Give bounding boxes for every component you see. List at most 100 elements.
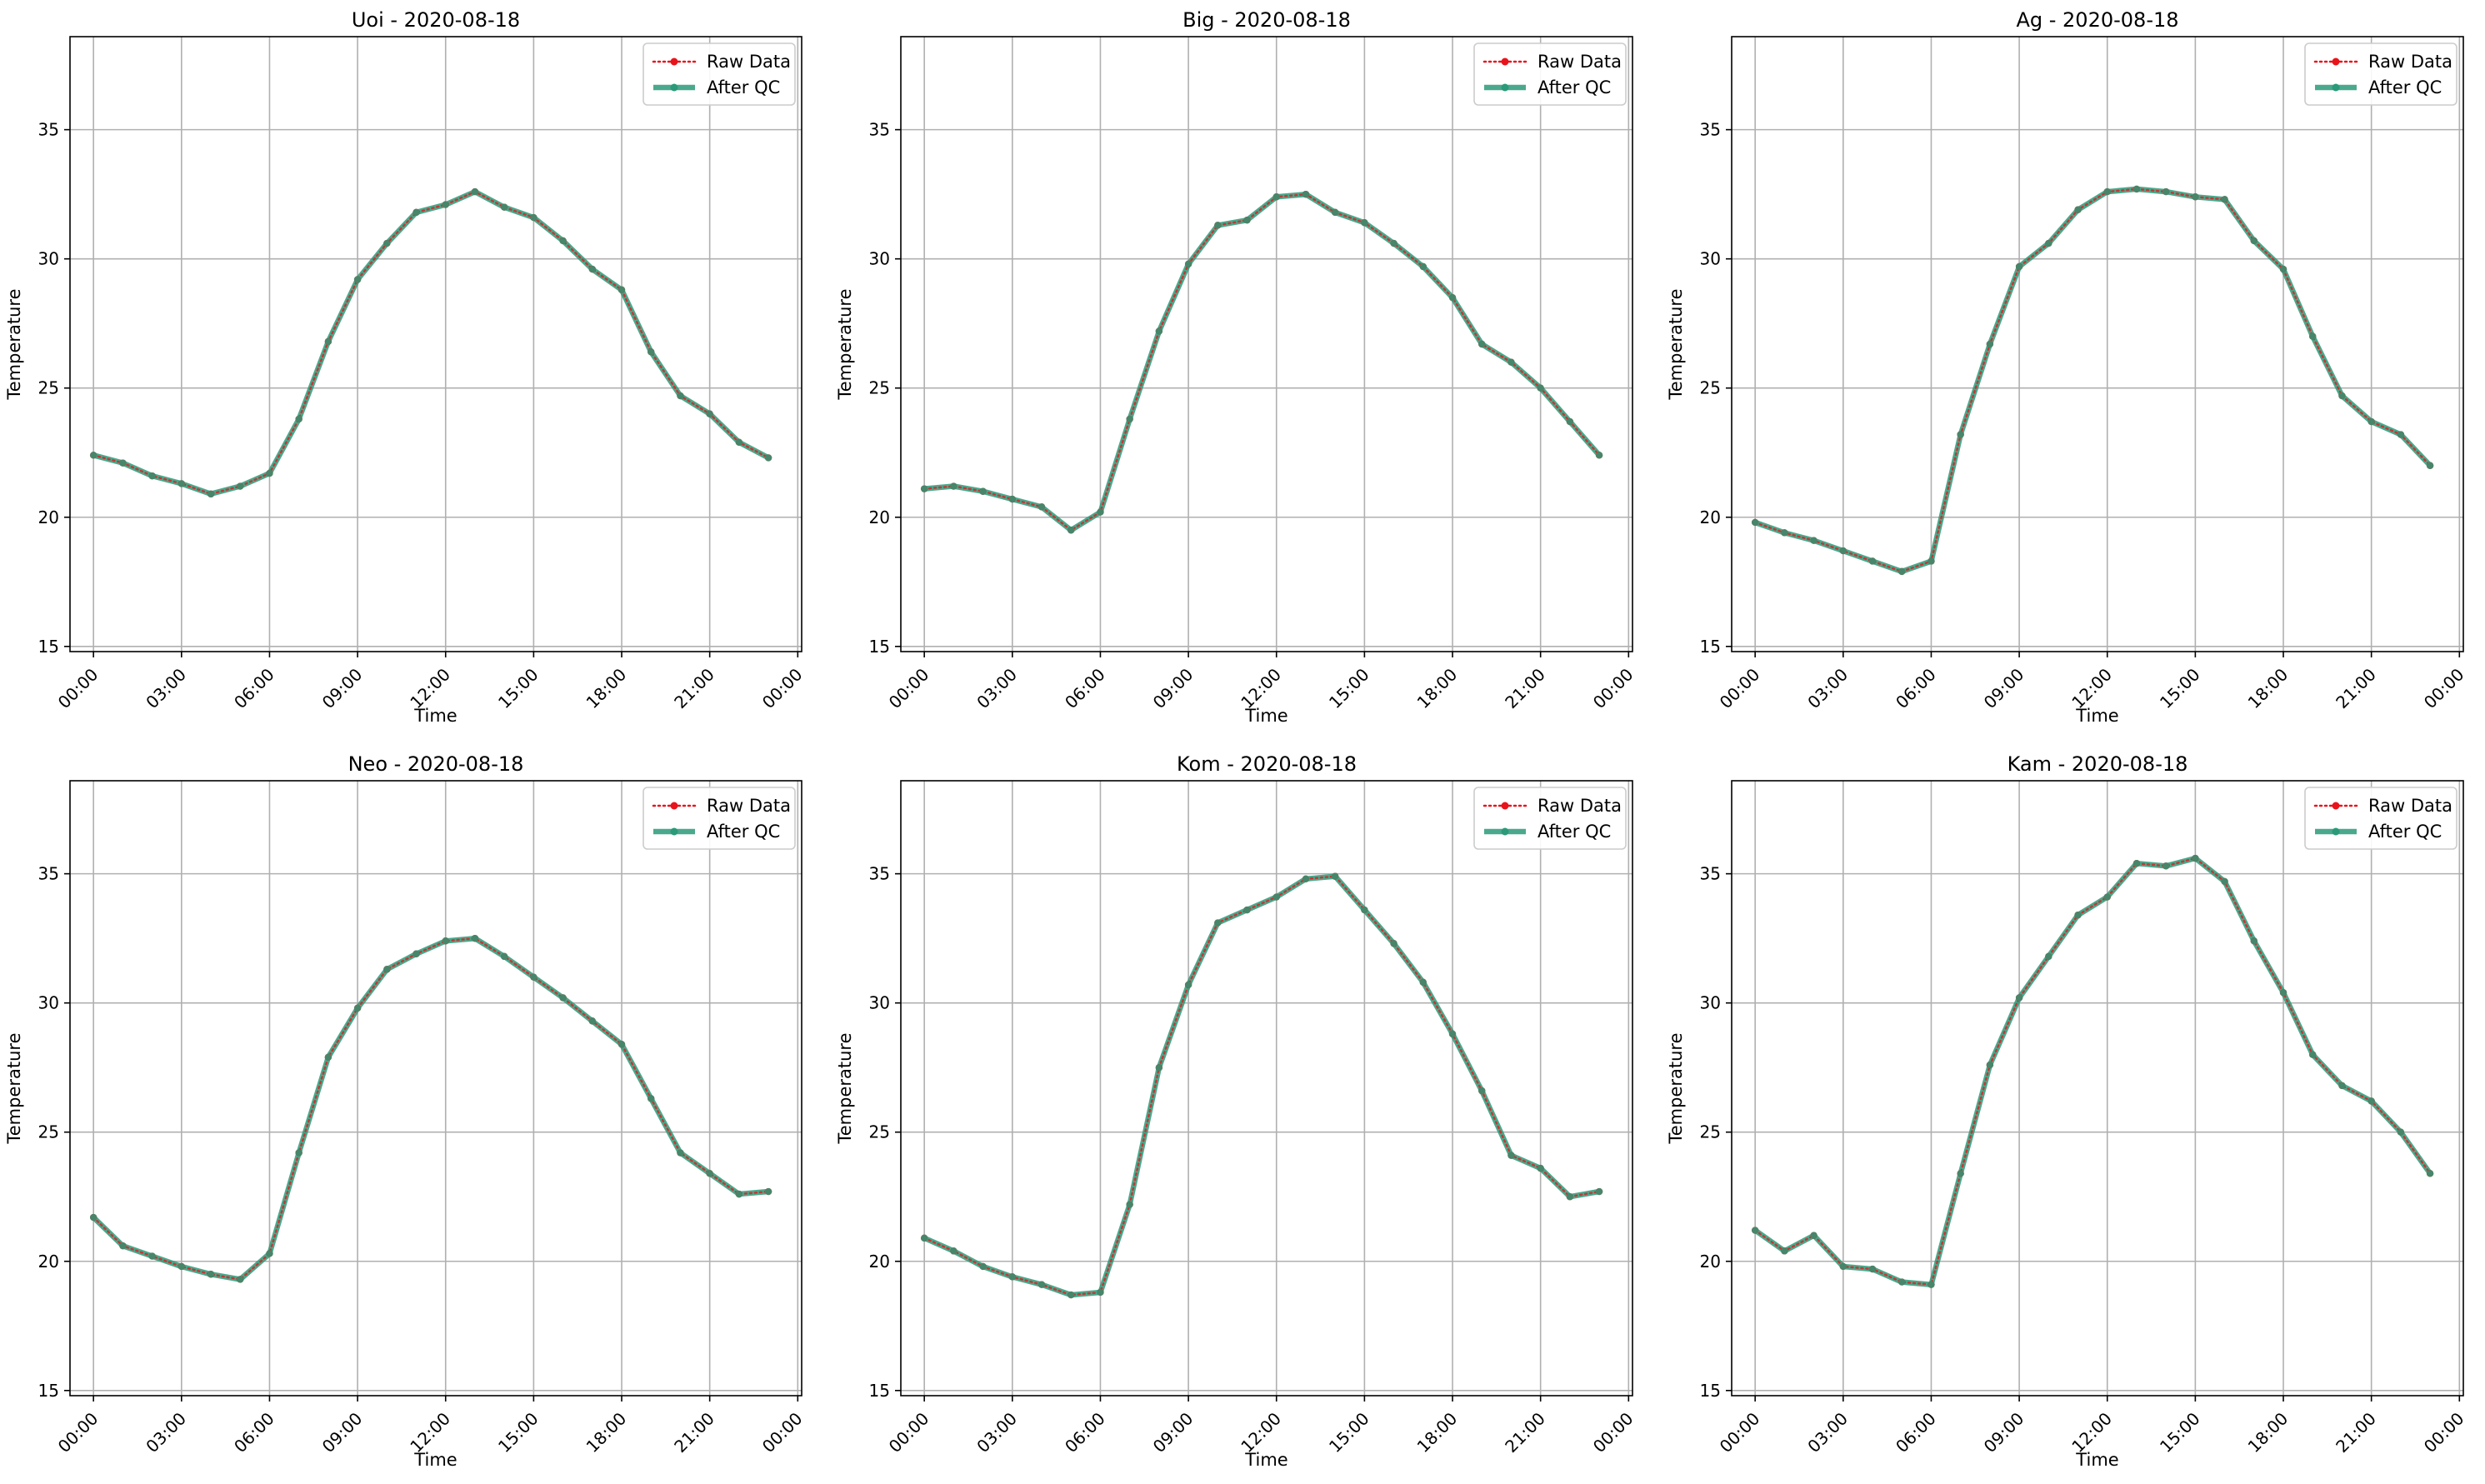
data-point-after-qc xyxy=(2397,1128,2405,1136)
data-point-after-qc xyxy=(1986,340,1994,348)
data-point-after-qc xyxy=(618,286,626,294)
data-point-after-qc xyxy=(706,1170,713,1177)
x-axis-label: Time xyxy=(413,706,457,726)
axes-frame xyxy=(900,780,1633,1397)
data-point-after-qc xyxy=(1097,508,1104,516)
series-line-raw-data xyxy=(922,875,1601,1297)
data-point-after-qc xyxy=(1898,1278,1906,1286)
data-point-after-qc xyxy=(1302,190,1310,198)
y-axis-label: Temperature xyxy=(4,1032,24,1144)
legend-label-raw-data: Raw Data xyxy=(1538,52,1622,72)
x-tick-label: 06:00 xyxy=(1892,664,1940,712)
data-point-after-qc xyxy=(295,1149,302,1157)
series-line-raw-data xyxy=(1753,187,2432,573)
data-point-after-qc xyxy=(237,1276,244,1283)
data-point-after-qc xyxy=(735,1190,743,1198)
x-tick-label: 15:00 xyxy=(2156,664,2204,712)
y-tick-label: 15 xyxy=(1700,1381,1721,1401)
data-point-after-qc xyxy=(1781,1247,1788,1255)
data-point-after-qc xyxy=(2309,332,2317,340)
data-point-after-qc xyxy=(2074,912,2082,919)
x-tick-label: 03:00 xyxy=(972,664,1021,712)
legend: Raw Data After QC xyxy=(1473,42,1627,106)
data-point-after-qc xyxy=(1781,529,1788,537)
series-line-raw-data xyxy=(92,190,770,496)
x-tick-label: 21:00 xyxy=(1501,664,1549,712)
data-point-after-qc xyxy=(1419,262,1428,271)
data-point-after-qc xyxy=(266,469,273,477)
data-point-after-qc xyxy=(1097,1288,1104,1297)
data-point-after-qc xyxy=(920,485,928,492)
x-tick-label: 00:00 xyxy=(1716,1408,1764,1457)
legend-marker-after-qc xyxy=(670,83,678,92)
data-point-after-qc xyxy=(2132,185,2141,193)
legend: Raw Data After QC xyxy=(642,42,796,106)
data-point-after-qc xyxy=(1243,906,1251,914)
x-tick-label: 21:00 xyxy=(1501,1408,1549,1457)
x-tick-label: 18:00 xyxy=(582,664,631,712)
data-point-after-qc xyxy=(2309,1051,2317,1058)
data-point-after-qc xyxy=(1390,940,1398,947)
series-line-raw-data xyxy=(922,192,1601,532)
data-point-after-qc xyxy=(324,1053,332,1061)
y-tick-label: 35 xyxy=(869,120,890,140)
axes-frame xyxy=(69,780,802,1397)
data-point-after-qc xyxy=(442,937,449,945)
data-point-after-qc xyxy=(471,934,479,942)
legend-marker-after-qc xyxy=(670,827,678,836)
data-point-after-qc xyxy=(1155,1063,1163,1072)
data-point-after-qc xyxy=(1331,872,1339,880)
subplot-title: Big - 2020-08-18 xyxy=(1182,8,1351,32)
data-point-after-qc xyxy=(1008,1273,1017,1281)
y-tick-label: 30 xyxy=(1700,249,1721,269)
x-tick-label: 15:00 xyxy=(494,664,542,712)
series-line-raw-data xyxy=(92,937,770,1281)
legend-marker-raw-data xyxy=(2332,802,2340,810)
legend-label-raw-data: Raw Data xyxy=(707,52,791,72)
x-tick-label: 09:00 xyxy=(1149,664,1198,712)
data-point-after-qc xyxy=(119,459,127,467)
data-point-after-qc xyxy=(1566,417,1574,426)
data-point-after-qc xyxy=(207,490,215,498)
y-tick-label: 25 xyxy=(869,1122,890,1142)
data-point-after-qc xyxy=(237,482,244,490)
data-point-after-qc xyxy=(1068,1291,1075,1299)
x-axis-label: Time xyxy=(2075,1450,2118,1470)
data-point-after-qc xyxy=(2338,1082,2346,1090)
data-point-after-qc xyxy=(1898,567,1906,576)
x-tick-label: 00:00 xyxy=(885,664,933,712)
data-point-after-qc xyxy=(1810,1232,1818,1239)
data-point-after-qc xyxy=(1928,1281,1935,1288)
data-point-after-qc xyxy=(1361,906,1368,914)
data-point-after-qc xyxy=(2162,862,2170,870)
data-point-after-qc xyxy=(950,1247,958,1255)
data-point-after-qc xyxy=(383,239,391,247)
data-point-after-qc xyxy=(1868,557,1877,565)
data-point-after-qc xyxy=(1537,384,1544,392)
data-point-after-qc xyxy=(412,950,420,957)
x-tick-label: 09:00 xyxy=(318,1408,367,1457)
y-tick-label: 20 xyxy=(38,507,59,527)
x-tick-label: 15:00 xyxy=(1325,664,1373,712)
x-tick-label: 00:00 xyxy=(2420,664,2468,712)
legend-label-raw-data: Raw Data xyxy=(2368,52,2452,72)
subplot-6: 00:00 03:00 06:00 09:00 12:00 15:00 18:00 21:00… xyxy=(1666,752,2468,1470)
y-tick-label: 30 xyxy=(869,993,890,1013)
data-point-after-qc xyxy=(1928,557,1935,565)
legend-label-raw-data: Raw Data xyxy=(1538,796,1622,816)
x-tick-label: 00:00 xyxy=(1716,664,1764,712)
x-tick-label: 18:00 xyxy=(1413,664,1462,712)
y-tick-label: 15 xyxy=(1700,637,1721,657)
series-line-raw-data xyxy=(1753,857,2432,1287)
series-line-after-qc xyxy=(921,191,1602,533)
x-tick-label: 00:00 xyxy=(54,1408,102,1457)
data-point-after-qc xyxy=(1508,358,1515,366)
data-point-after-qc xyxy=(2103,893,2111,901)
data-point-after-qc xyxy=(2221,196,2228,203)
data-point-after-qc xyxy=(1478,1087,1486,1095)
legend-label-after-qc: After QC xyxy=(707,822,780,842)
data-point-after-qc xyxy=(979,487,987,495)
x-tick-label: 18:00 xyxy=(2244,1408,2292,1457)
x-tick-label: 00:00 xyxy=(758,664,807,712)
x-tick-label: 18:00 xyxy=(2244,664,2292,712)
